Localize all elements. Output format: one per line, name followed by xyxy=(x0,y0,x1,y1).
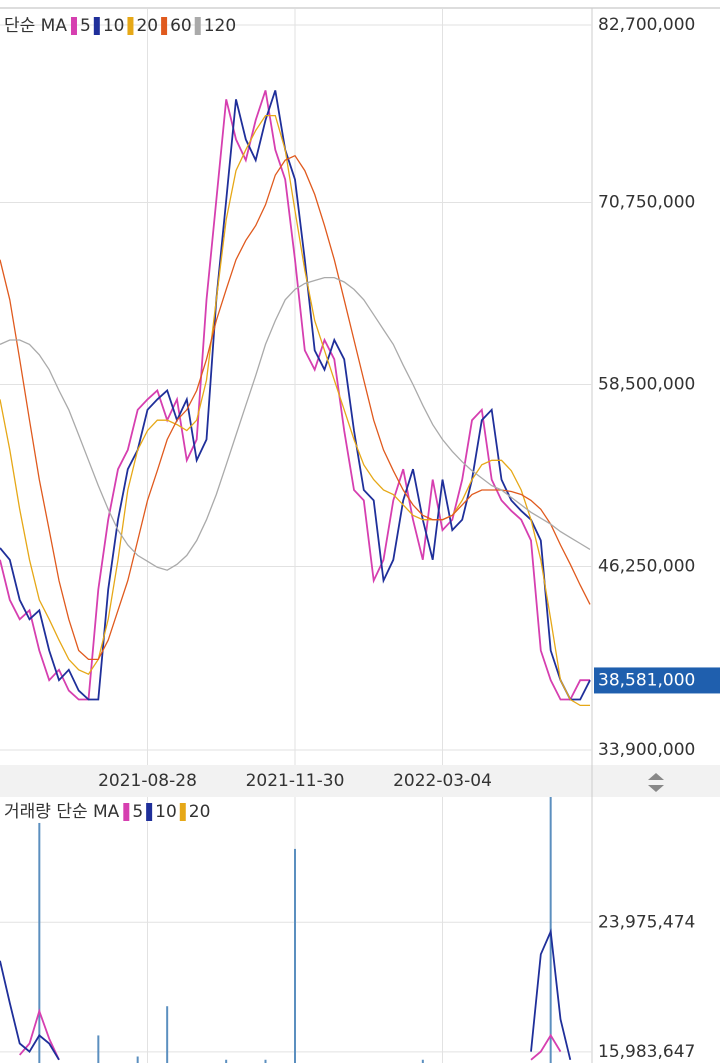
last-value-label: 38,581,000 xyxy=(598,670,695,690)
legend-swatch xyxy=(127,17,134,35)
legend-label: 5 xyxy=(80,16,91,36)
resize-handle[interactable] xyxy=(648,773,664,792)
legend-label: 20 xyxy=(189,802,211,822)
legend-label: 5 xyxy=(132,802,143,822)
legend-swatch xyxy=(194,17,201,35)
legend-label: 10 xyxy=(155,802,177,822)
x-tick-label: 2022-03-04 xyxy=(393,771,492,791)
volume-bar xyxy=(264,1059,267,1063)
legend-label: 10 xyxy=(103,16,125,36)
y-tick-label: 23,975,474 xyxy=(598,912,695,932)
y-tick-label: 82,700,000 xyxy=(598,15,695,35)
legend-title: 거래량 단순 MA xyxy=(4,802,120,822)
x-tick-label: 2021-08-28 xyxy=(98,771,197,791)
volume-bar xyxy=(166,1006,169,1063)
legend-title: 단순 MA xyxy=(4,16,67,36)
ma-line xyxy=(0,928,572,1061)
y-tick-label: 46,250,000 xyxy=(598,557,695,577)
volume-bar xyxy=(38,822,41,1063)
ma-line xyxy=(0,90,590,701)
legend-swatch xyxy=(93,17,100,35)
legend-swatch xyxy=(179,803,186,821)
volume-bar xyxy=(421,1059,424,1063)
legend-swatch xyxy=(70,17,77,35)
legend-swatch xyxy=(161,17,168,35)
y-tick-label: 70,750,000 xyxy=(598,193,695,213)
ma-line xyxy=(0,154,591,661)
last-value-tag xyxy=(594,667,720,694)
legend-label: 20 xyxy=(136,16,158,36)
ma-line xyxy=(0,276,591,571)
y-tick-label: 58,500,000 xyxy=(598,375,695,395)
volume-bar xyxy=(97,1035,100,1063)
x-tick-label: 2021-11-30 xyxy=(246,771,345,791)
legend-swatch xyxy=(123,803,130,821)
date-axis-band xyxy=(0,765,720,797)
y-tick-label: 33,900,000 xyxy=(598,740,695,760)
legend-swatch xyxy=(146,803,153,821)
ma-line xyxy=(0,90,591,701)
y-tick-label: 15,983,647 xyxy=(598,1042,695,1062)
legend-label: 120 xyxy=(204,16,236,36)
volume-bar xyxy=(136,1056,139,1063)
ma-line xyxy=(19,1008,562,1061)
volume-bar xyxy=(225,1059,228,1063)
volume-bar xyxy=(294,848,296,1063)
legend-label: 60 xyxy=(170,16,192,36)
